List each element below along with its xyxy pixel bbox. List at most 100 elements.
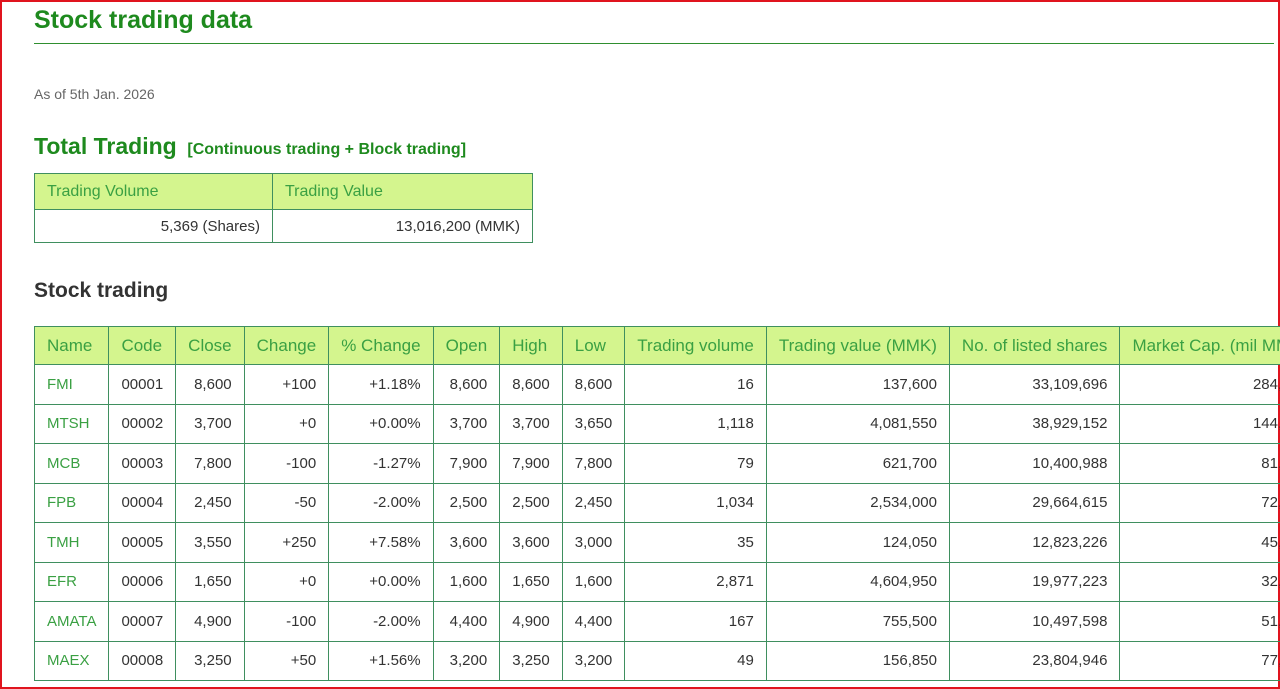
- cell-trading-value: 124,050: [765, 522, 950, 563]
- cell-low: 8,600: [561, 364, 626, 405]
- cell-high: 3,600: [499, 522, 563, 563]
- total-trading-subtitle: [Continuous trading + Block trading]: [187, 141, 467, 158]
- cell-name[interactable]: FMI: [33, 364, 110, 405]
- total-trading-header-row: Trading Volume Trading Value: [34, 173, 533, 210]
- page-title: Stock trading data: [34, 6, 253, 34]
- total-trading-table: Trading Volume Trading Value 5,369 (Shar…: [34, 173, 533, 243]
- table-row: TMH 00005 3,550 +250 +7.58% 3,600 3,600 3,000 35…: [33, 522, 1280, 563]
- cell-market-cap: 144,038: [1119, 403, 1280, 444]
- cell-name[interactable]: MAEX: [33, 640, 110, 681]
- cell-trading-volume: 1,118: [624, 403, 767, 444]
- cell-open: 7,900: [432, 443, 501, 484]
- total-trading-volume: 5,369 (Shares): [34, 209, 273, 243]
- cell-open: 2,500: [432, 482, 501, 523]
- cell-open: 8,600: [432, 364, 501, 405]
- cell-trading-value: 621,700: [765, 443, 950, 484]
- cell-listed-shares: 10,400,988: [948, 443, 1121, 484]
- cell-market-cap: 284,743: [1119, 364, 1280, 405]
- column-header-trading-volume: Trading volume: [624, 326, 767, 365]
- cell-code: 00006: [108, 561, 177, 602]
- cell-name[interactable]: EFR: [33, 561, 110, 602]
- cell-trading-value: 2,534,000: [765, 482, 950, 523]
- cell-name[interactable]: MCB: [33, 443, 110, 484]
- cell-close: 3,700: [175, 403, 245, 444]
- cell-trading-value: 137,600: [765, 364, 950, 405]
- cell-trading-volume: 79: [624, 443, 767, 484]
- cell-high: 3,700: [499, 403, 563, 444]
- cell-change: +0: [243, 561, 330, 602]
- cell-close: 2,450: [175, 482, 245, 523]
- table-row: EFR 00006 1,650 +0 +0.00% 1,600 1,650 1,600 2,87…: [33, 561, 1280, 602]
- cell-market-cap: 32,962: [1119, 561, 1280, 602]
- cell-close: 3,250: [175, 640, 245, 681]
- cell-change: +250: [243, 522, 330, 563]
- total-trading-title: Total Trading: [34, 133, 177, 159]
- cell-market-cap: 72,678: [1119, 482, 1280, 523]
- cell-high: 1,650: [499, 561, 563, 602]
- cell-pct-change: -1.27%: [328, 443, 434, 484]
- table-row: AMATA 00007 4,900 -100 -2.00% 4,400 4,900 4,400…: [33, 601, 1280, 642]
- cell-low: 3,200: [561, 640, 626, 681]
- cell-trading-value: 156,850: [765, 640, 950, 681]
- cell-high: 2,500: [499, 482, 563, 523]
- cell-name[interactable]: FPB: [33, 482, 110, 523]
- cell-trading-volume: 49: [624, 640, 767, 681]
- cell-trading-volume: 16: [624, 364, 767, 405]
- cell-pct-change: -2.00%: [328, 482, 434, 523]
- cell-high: 8,600: [499, 364, 563, 405]
- column-header-open: Open: [432, 326, 501, 365]
- cell-close: 3,550: [175, 522, 245, 563]
- table-row: FMI 00001 8,600 +100 +1.18% 8,600 8,600 8,600 16…: [33, 364, 1280, 405]
- cell-high: 7,900: [499, 443, 563, 484]
- column-header-close: Close: [175, 326, 245, 365]
- cell-high: 3,250: [499, 640, 563, 681]
- cell-code: 00001: [108, 364, 177, 405]
- column-header-trading-value: Trading value (MMK): [765, 326, 950, 365]
- table-row: FPB 00004 2,450 -50 -2.00% 2,500 2,500 2,450 1,0…: [33, 482, 1280, 523]
- table-row: MAEX 00008 3,250 +50 +1.56% 3,200 3,250 3,200 49…: [33, 640, 1280, 681]
- cell-name[interactable]: TMH: [33, 522, 110, 563]
- column-header-code: Code: [108, 326, 177, 365]
- cell-listed-shares: 33,109,696: [948, 364, 1121, 405]
- cell-trading-volume: 167: [624, 601, 767, 642]
- cell-pct-change: +0.00%: [328, 561, 434, 602]
- cell-listed-shares: 38,929,152: [948, 403, 1121, 444]
- cell-trading-value: 755,500: [765, 601, 950, 642]
- total-trading-heading: Total Trading [Continuous trading + Bloc…: [34, 130, 466, 166]
- total-trading-value: 13,016,200 (MMK): [272, 209, 533, 243]
- table-row: MCB 00003 7,800 -100 -1.27% 7,900 7,900 7,800 79…: [33, 443, 1280, 484]
- header-trading-volume: Trading Volume: [34, 173, 273, 210]
- cell-low: 3,650: [561, 403, 626, 444]
- cell-open: 3,600: [432, 522, 501, 563]
- column-header-change: Change: [243, 326, 330, 365]
- cell-pct-change: +0.00%: [328, 403, 434, 444]
- cell-change: +50: [243, 640, 330, 681]
- cell-code: 00004: [108, 482, 177, 523]
- cell-close: 7,800: [175, 443, 245, 484]
- cell-close: 1,650: [175, 561, 245, 602]
- cell-pct-change: +7.58%: [328, 522, 434, 563]
- cell-low: 4,400: [561, 601, 626, 642]
- cell-code: 00002: [108, 403, 177, 444]
- cell-close: 4,900: [175, 601, 245, 642]
- column-header-high: High: [499, 326, 563, 365]
- cell-name[interactable]: MTSH: [33, 403, 110, 444]
- cell-open: 1,600: [432, 561, 501, 602]
- cell-listed-shares: 23,804,946: [948, 640, 1121, 681]
- cell-code: 00005: [108, 522, 177, 563]
- stock-table-header-row: Name Code Close Change% Change Open High Low Tr…: [33, 326, 1280, 365]
- cell-close: 8,600: [175, 364, 245, 405]
- cell-code: 00008: [108, 640, 177, 681]
- cell-trading-volume: 1,034: [624, 482, 767, 523]
- cell-low: 7,800: [561, 443, 626, 484]
- cell-change: -50: [243, 482, 330, 523]
- cell-trading-value: 4,604,950: [765, 561, 950, 602]
- cell-code: 00003: [108, 443, 177, 484]
- cell-change: -100: [243, 601, 330, 642]
- cell-market-cap: 51,438: [1119, 601, 1280, 642]
- cell-trading-volume: 35: [624, 522, 767, 563]
- cell-listed-shares: 29,664,615: [948, 482, 1121, 523]
- stock-trading-table: Name Code Close Change% Change Open High Low Tr…: [33, 326, 1280, 681]
- total-trading-value-row: 5,369 (Shares) 13,016,200 (MMK): [34, 209, 533, 243]
- cell-name[interactable]: AMATA: [33, 601, 110, 642]
